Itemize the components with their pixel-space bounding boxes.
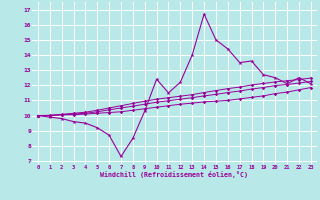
X-axis label: Windchill (Refroidissement éolien,°C): Windchill (Refroidissement éolien,°C) (100, 171, 248, 178)
